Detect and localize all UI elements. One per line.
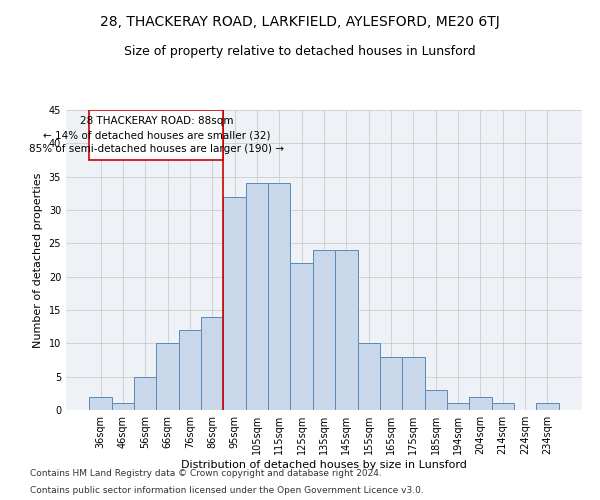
Bar (246, 184, 268, 410)
Text: Size of property relative to detached houses in Lunsford: Size of property relative to detached ho… (124, 45, 476, 58)
Text: 28, THACKERAY ROAD, LARKFIELD, AYLESFORD, ME20 6TJ: 28, THACKERAY ROAD, LARKFIELD, AYLESFORD… (100, 15, 500, 29)
Bar (223, 196, 246, 410)
Bar (112, 404, 134, 410)
Bar (491, 404, 514, 410)
Bar (425, 390, 447, 410)
Bar (157, 344, 179, 410)
FancyBboxPatch shape (89, 110, 223, 160)
Text: Contains HM Land Registry data © Crown copyright and database right 2024.: Contains HM Land Registry data © Crown c… (30, 468, 382, 477)
Bar (358, 344, 380, 410)
X-axis label: Distribution of detached houses by size in Lunsford: Distribution of detached houses by size … (181, 460, 467, 470)
Bar (201, 316, 223, 410)
Bar (536, 404, 559, 410)
Bar (290, 264, 313, 410)
Y-axis label: Number of detached properties: Number of detached properties (33, 172, 43, 348)
Text: Contains public sector information licensed under the Open Government Licence v3: Contains public sector information licen… (30, 486, 424, 495)
Bar (402, 356, 425, 410)
Bar (447, 404, 469, 410)
Bar (134, 376, 157, 410)
Bar (335, 250, 358, 410)
Text: 28 THACKERAY ROAD: 88sqm
← 14% of detached houses are smaller (32)
85% of semi-d: 28 THACKERAY ROAD: 88sqm ← 14% of detach… (29, 116, 284, 154)
Bar (89, 396, 112, 410)
Bar (380, 356, 402, 410)
Bar (313, 250, 335, 410)
Bar (179, 330, 201, 410)
Bar (268, 184, 290, 410)
Bar (469, 396, 491, 410)
